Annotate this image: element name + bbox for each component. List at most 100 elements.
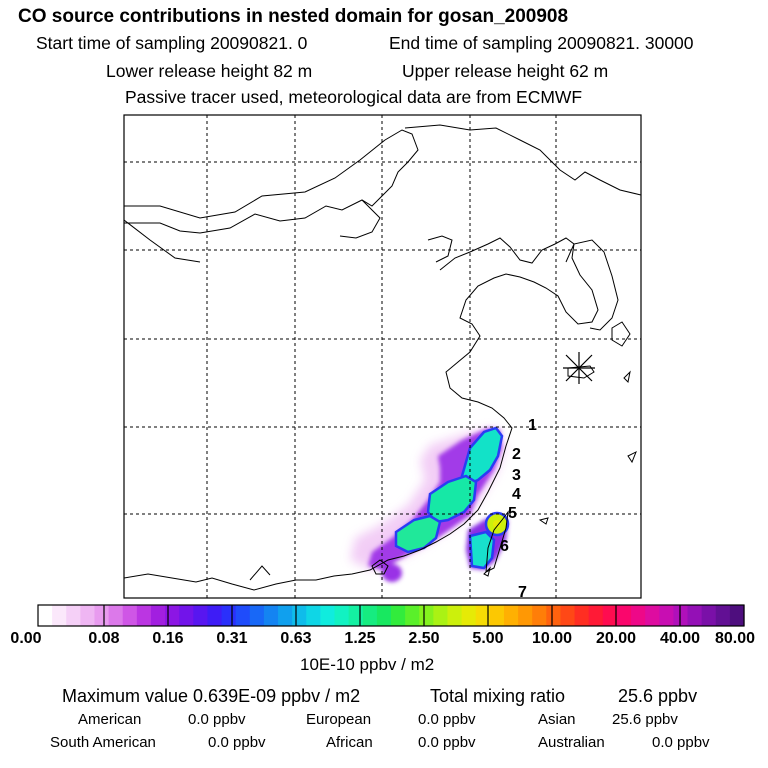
colorbar-swatch	[362, 605, 378, 626]
trajectory-label-4: 4	[512, 486, 521, 503]
tracer-info-text: Passive tracer used, meteorological data…	[125, 87, 583, 107]
receptor-marker	[563, 352, 595, 384]
region-value-asian: 25.6 ppbv	[612, 711, 678, 728]
colorbar-swatch	[80, 605, 96, 626]
colorbar-tick-label: 80.00	[714, 630, 756, 647]
colorbar-swatch	[38, 605, 53, 626]
colorbar-swatch	[729, 605, 745, 626]
colorbar-swatch	[221, 605, 237, 626]
end-time-text: End time of sampling 20090821. 30000	[389, 33, 694, 53]
region-value-australian: 0.0 ppbv	[652, 734, 710, 751]
region-value-south-american: 0.0 ppbv	[208, 734, 266, 751]
region-name-asian: Asian	[538, 711, 576, 728]
colorbar-swatch	[503, 605, 519, 626]
colorbar-tick-label: 10.00	[531, 630, 573, 647]
colorbar-swatch	[461, 605, 477, 626]
colorbar-swatch	[235, 605, 251, 626]
colorbar-swatch	[334, 605, 350, 626]
coastlines	[124, 124, 641, 591]
colorbar-swatch	[193, 605, 209, 626]
colorbar-swatch	[532, 605, 547, 626]
trajectory-label-6: 6	[500, 538, 509, 555]
colorbar-swatch	[687, 605, 703, 626]
colorbar	[38, 605, 745, 626]
colorbar-swatch	[207, 605, 223, 626]
colorbar-swatch	[405, 605, 420, 626]
colorbar-swatch	[574, 605, 590, 626]
lower-height-text: Lower release height 82 m	[106, 61, 313, 81]
colorbar-swatch	[518, 605, 533, 626]
colorbar-swatch	[631, 605, 646, 626]
colorbar-swatch	[179, 605, 194, 626]
region-value-american: 0.0 ppbv	[188, 711, 246, 728]
start-time-text: Start time of sampling 20090821. 0	[36, 33, 308, 53]
colorbar-swatch	[108, 605, 124, 626]
colorbar-swatch	[136, 605, 152, 626]
colorbar-swatch	[320, 605, 336, 626]
colorbar-tick-label: 1.25	[344, 630, 376, 647]
upper-height-text: Upper release height 62 m	[402, 61, 609, 81]
colorbar-tick-label: 20.00	[595, 630, 637, 647]
colorbar-swatch	[278, 605, 293, 626]
colorbar-tick-label: 5.00	[472, 630, 504, 647]
colorbar-swatch	[249, 605, 265, 626]
plume-core	[394, 426, 510, 570]
colorbar-tick-label: 0.08	[88, 630, 120, 647]
colorbar-swatch	[475, 605, 491, 626]
colorbar-swatch	[122, 605, 138, 626]
total-mixing-label: Total mixing ratio	[430, 686, 566, 706]
region-name-european: European	[306, 711, 372, 728]
colorbar-swatch	[602, 605, 618, 626]
colorbar-unit-label: 10E-10 ppbv / m2	[300, 655, 435, 674]
colorbar-tick-label: 0.16	[152, 630, 184, 647]
colorbar-swatch	[588, 605, 604, 626]
colorbar-swatch	[560, 605, 576, 626]
colorbar-swatch	[52, 605, 67, 626]
colorbar-swatch	[659, 605, 674, 626]
trajectory-label-7: 7	[518, 584, 527, 601]
max-value-text: Maximum value 0.639E-09 ppbv / m2	[62, 686, 361, 706]
colorbar-swatch	[489, 605, 505, 626]
colorbar-tick-label: 0.63	[280, 630, 312, 647]
colorbar-tick-label: 40.00	[659, 630, 701, 647]
colorbar-swatch	[94, 605, 110, 626]
colorbar-frame	[37, 604, 745, 627]
map-frame	[123, 114, 642, 599]
region-name-south-american: South American	[50, 734, 156, 751]
colorbar-swatch	[376, 605, 392, 626]
colorbar-swatch	[616, 605, 632, 626]
colorbar-swatch	[447, 605, 463, 626]
colorbar-swatch	[701, 605, 717, 626]
chart-title: CO source contributions in nested domain…	[18, 6, 569, 27]
colorbar-tick-label: 2.50	[408, 630, 440, 647]
colorbar-tick-label: 0.00	[10, 630, 42, 647]
total-mixing-value: 25.6 ppbv	[618, 686, 698, 706]
region-name-australian: Australian	[538, 734, 605, 751]
trajectory-label-3: 3	[512, 467, 521, 484]
colorbar-swatch	[263, 605, 279, 626]
colorbar-tick-label: 0.31	[216, 630, 248, 647]
trajectory-label-1: 1	[528, 417, 537, 434]
colorbar-swatch	[66, 605, 81, 626]
lat-lon-grid	[124, 115, 641, 598]
region-value-african: 0.0 ppbv	[418, 734, 476, 751]
region-value-european: 0.0 ppbv	[418, 711, 476, 728]
colorbar-swatch	[391, 605, 406, 626]
colorbar-swatch	[306, 605, 321, 626]
colorbar-swatch	[348, 605, 364, 626]
colorbar-swatch	[165, 605, 180, 626]
region-name-african: African	[326, 734, 373, 751]
colorbar-swatch	[292, 605, 307, 626]
colorbar-swatch	[715, 605, 731, 626]
colorbar-swatch	[673, 605, 689, 626]
colorbar-swatch	[645, 605, 660, 626]
colorbar-swatch	[546, 605, 562, 626]
colorbar-swatch	[419, 605, 434, 626]
trajectory-label-5: 5	[508, 505, 517, 522]
trajectory-label-2: 2	[512, 446, 521, 463]
colorbar-ticks	[103, 605, 681, 626]
region-name-american: American	[78, 711, 142, 728]
colorbar-swatch	[150, 605, 166, 626]
colorbar-swatch	[433, 605, 449, 626]
